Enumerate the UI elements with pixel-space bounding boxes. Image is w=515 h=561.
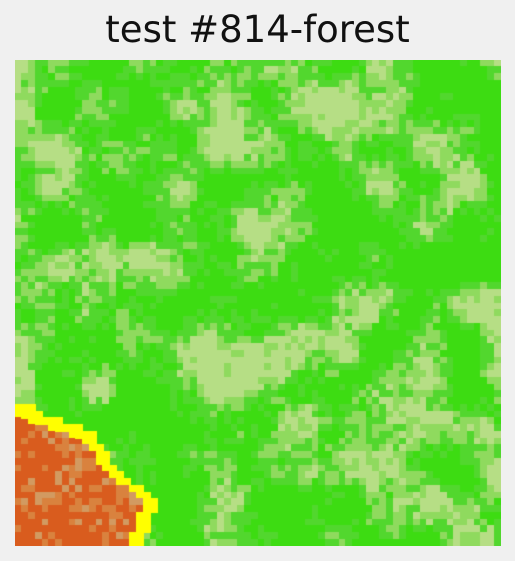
forest-grid xyxy=(15,60,501,546)
forest-grid-canvas xyxy=(15,60,501,546)
figure-title: test #814-forest xyxy=(0,10,515,51)
